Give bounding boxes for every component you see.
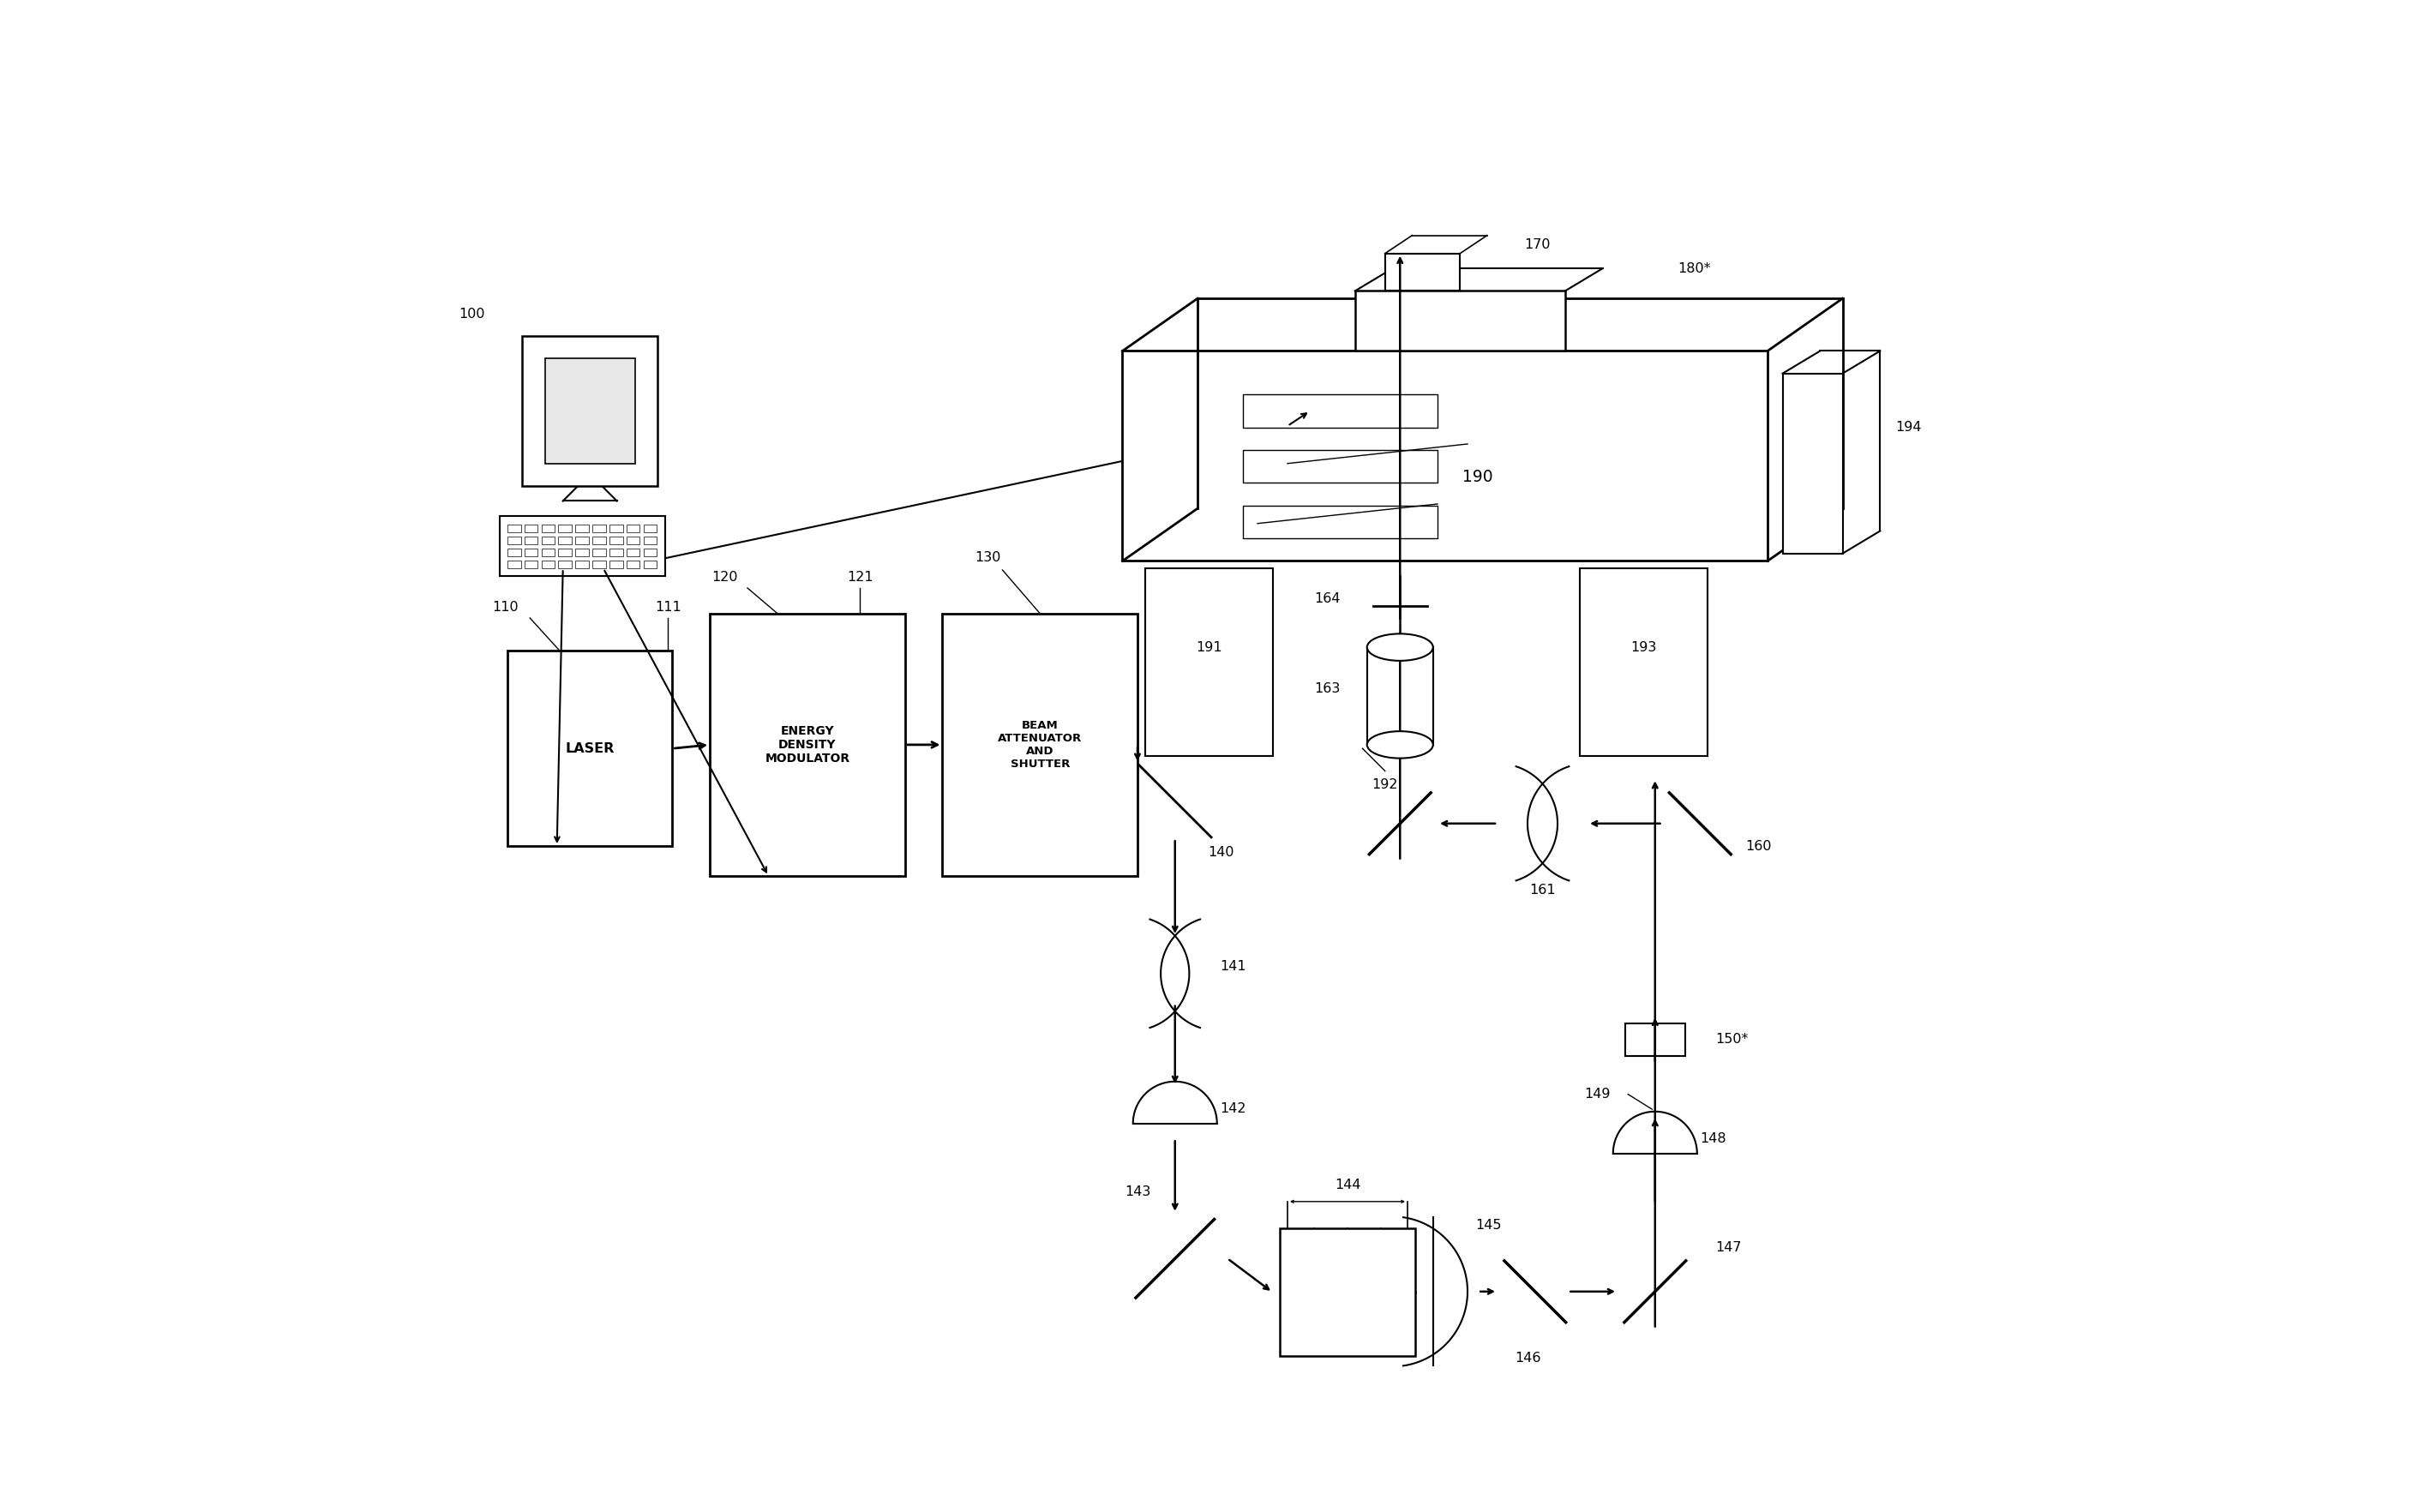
Bar [507, 525, 521, 532]
Bar [592, 561, 606, 569]
Bar [643, 549, 657, 556]
Text: 160: 160 [1746, 839, 1770, 853]
Text: 164: 164 [1314, 593, 1341, 605]
Bar [558, 549, 572, 556]
Bar [626, 537, 640, 544]
Text: 150*: 150* [1714, 1033, 1748, 1046]
Bar [575, 549, 589, 556]
Text: 120: 120 [713, 570, 737, 584]
Text: 163: 163 [1314, 682, 1341, 696]
Bar [575, 561, 589, 569]
Bar [626, 549, 640, 556]
Bar [500, 516, 664, 576]
Text: 146: 146 [1516, 1352, 1540, 1364]
Text: ENERGY
DENSITY
MODULATOR: ENERGY DENSITY MODULATOR [764, 724, 849, 765]
Text: 130: 130 [975, 552, 1002, 564]
Bar [592, 537, 606, 544]
Bar [541, 537, 555, 544]
Bar [626, 561, 640, 569]
Text: 111: 111 [655, 600, 681, 614]
Text: 192: 192 [1373, 779, 1399, 791]
Bar [524, 537, 538, 544]
Bar [643, 537, 657, 544]
Text: 144: 144 [1334, 1178, 1360, 1191]
Bar [592, 525, 606, 532]
Bar [592, 549, 606, 556]
Text: 162: 162 [1373, 742, 1399, 756]
Bar [507, 652, 672, 847]
Bar [943, 614, 1137, 875]
Bar [1625, 1024, 1685, 1055]
Bar [609, 537, 623, 544]
Bar [575, 525, 589, 532]
Text: 110: 110 [492, 600, 519, 614]
Text: 147: 147 [1714, 1241, 1741, 1253]
Ellipse shape [1368, 634, 1433, 661]
Bar [507, 549, 521, 556]
Bar [1581, 569, 1707, 756]
Bar [1242, 505, 1438, 538]
Bar [1280, 1229, 1416, 1356]
Text: 148: 148 [1700, 1132, 1727, 1145]
Text: 170: 170 [1525, 237, 1550, 251]
Bar [1242, 451, 1438, 482]
Bar [524, 561, 538, 569]
Text: 180*: 180* [1678, 262, 1710, 275]
Bar [711, 614, 905, 875]
Text: 100: 100 [458, 308, 485, 321]
Bar [609, 549, 623, 556]
Bar [609, 525, 623, 532]
Bar [541, 525, 555, 532]
Text: 193: 193 [1630, 641, 1656, 653]
Text: 149: 149 [1584, 1087, 1610, 1101]
Text: 140: 140 [1208, 847, 1234, 859]
Text: 190: 190 [1462, 469, 1491, 485]
Text: 143: 143 [1125, 1185, 1149, 1199]
Bar [1356, 290, 1564, 351]
Bar [1782, 373, 1843, 553]
Bar [643, 525, 657, 532]
Bar [507, 561, 521, 569]
Bar [558, 525, 572, 532]
Bar [521, 336, 657, 485]
Text: 191: 191 [1196, 641, 1222, 653]
Bar [643, 561, 657, 569]
Text: LASER: LASER [565, 742, 614, 754]
Bar [546, 358, 635, 464]
Text: 142: 142 [1220, 1102, 1246, 1114]
Ellipse shape [1368, 732, 1433, 758]
Text: BEAM
ATTENUATOR
AND
SHUTTER: BEAM ATTENUATOR AND SHUTTER [997, 720, 1082, 770]
Bar [541, 561, 555, 569]
Bar [507, 537, 521, 544]
Bar [626, 525, 640, 532]
Text: 194: 194 [1894, 420, 1921, 434]
Bar [524, 525, 538, 532]
Bar [575, 537, 589, 544]
Text: 161: 161 [1530, 883, 1557, 897]
Bar [1145, 569, 1273, 756]
Bar [558, 537, 572, 544]
Text: 145: 145 [1474, 1219, 1501, 1232]
Bar [541, 549, 555, 556]
Bar [1385, 254, 1460, 290]
Bar [558, 561, 572, 569]
Bar [1368, 647, 1433, 745]
Bar [524, 549, 538, 556]
Bar [1242, 395, 1438, 428]
Text: 141: 141 [1220, 960, 1246, 972]
Text: 121: 121 [846, 570, 873, 584]
Bar [1123, 351, 1768, 561]
Bar [609, 561, 623, 569]
